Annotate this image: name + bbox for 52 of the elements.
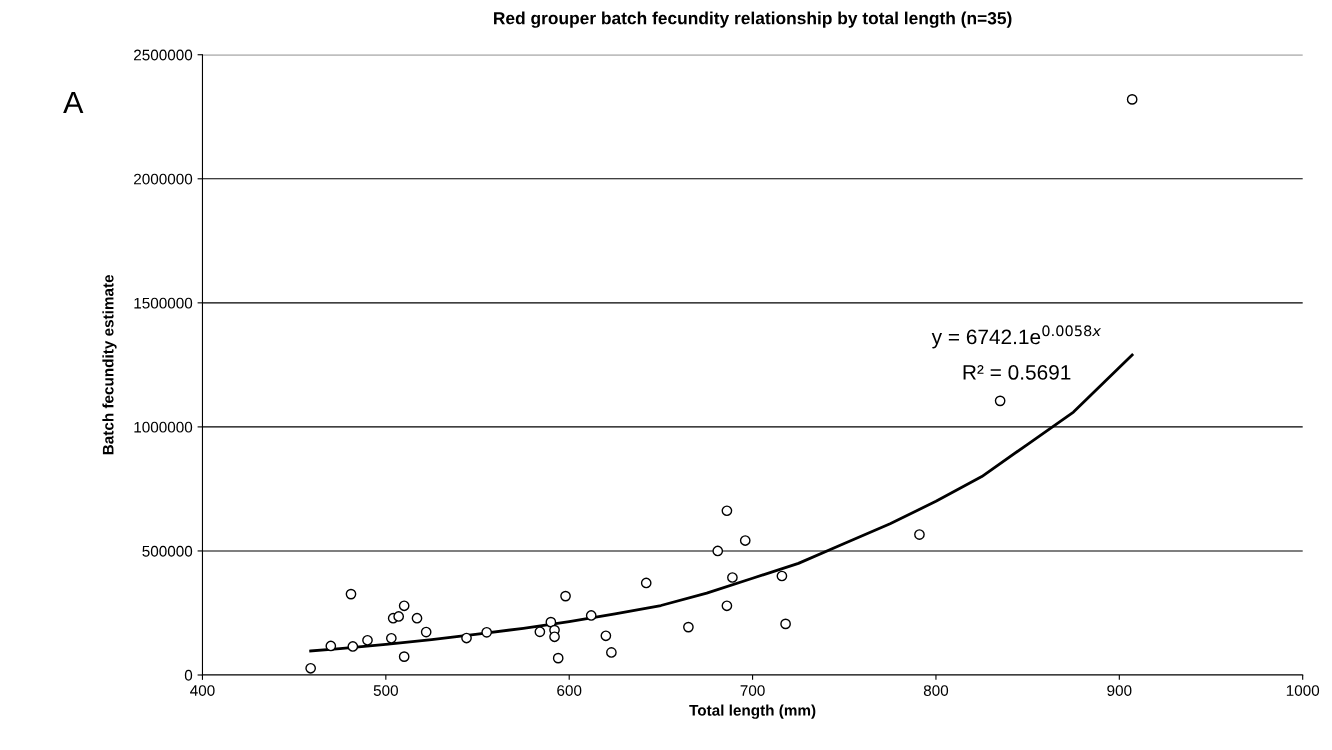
x-tick-label: 400 bbox=[190, 685, 215, 696]
point bbox=[411, 612, 423, 624]
point bbox=[345, 588, 357, 600]
point bbox=[420, 626, 432, 638]
point bbox=[325, 640, 337, 652]
annotation: R² = 0.5691 bbox=[963, 365, 1071, 380]
point bbox=[385, 632, 397, 644]
x-tick-label: 800 bbox=[923, 685, 949, 696]
point bbox=[739, 535, 751, 546]
point bbox=[994, 395, 1006, 407]
point bbox=[721, 505, 733, 517]
point bbox=[640, 577, 652, 589]
x-axis-title: Total length (mm) bbox=[689, 704, 816, 719]
point bbox=[393, 611, 405, 622]
point bbox=[534, 626, 546, 638]
point bbox=[712, 545, 724, 557]
point bbox=[362, 634, 373, 646]
point bbox=[305, 662, 317, 674]
annotation: y = 6742.1e$^{0.0058x}$ bbox=[931, 325, 1102, 349]
point bbox=[721, 600, 733, 612]
point bbox=[552, 652, 564, 664]
chart-title: Red grouper batch fecundity relationship by total length (n=35) bbox=[494, 11, 1012, 28]
point bbox=[1126, 94, 1138, 105]
point bbox=[347, 641, 359, 652]
point bbox=[776, 570, 788, 582]
point bbox=[727, 572, 738, 583]
point bbox=[545, 616, 557, 628]
x-tick-label: 900 bbox=[1107, 685, 1132, 696]
point bbox=[461, 632, 472, 644]
y-tick-label: 2000000 bbox=[134, 173, 193, 185]
point bbox=[683, 621, 694, 633]
text: A bbox=[63, 91, 84, 113]
x-tick-label: 500 bbox=[373, 685, 398, 696]
point bbox=[398, 600, 410, 612]
y-tick-label: 1500000 bbox=[134, 297, 193, 309]
point bbox=[481, 626, 493, 638]
point bbox=[914, 529, 925, 540]
y-tick-label: 1000000 bbox=[134, 421, 193, 433]
point bbox=[780, 618, 791, 630]
point bbox=[600, 630, 612, 642]
point bbox=[585, 610, 597, 621]
y-axis-title: Batch fecundity estimate bbox=[102, 274, 117, 455]
x-tick-label: 600 bbox=[557, 685, 582, 696]
y-tick-label: 2500000 bbox=[134, 49, 193, 61]
point bbox=[398, 651, 410, 662]
y-tick-label: 0 bbox=[184, 669, 193, 681]
point bbox=[560, 590, 571, 602]
point bbox=[606, 647, 617, 658]
y-tick-label: 500000 bbox=[142, 545, 193, 557]
point bbox=[549, 631, 560, 643]
x-tick-label: 1000 bbox=[1286, 685, 1320, 696]
x-tick-label: 700 bbox=[740, 685, 765, 696]
